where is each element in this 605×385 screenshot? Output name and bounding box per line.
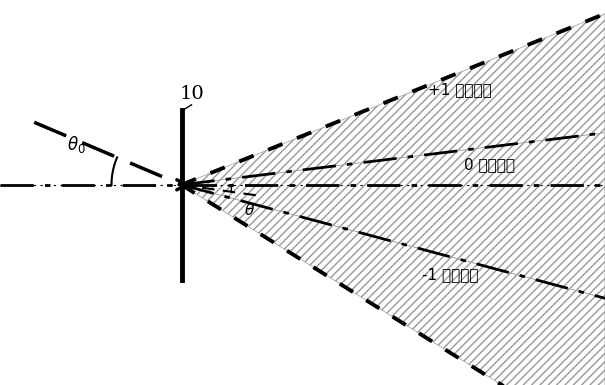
Polygon shape	[182, 14, 605, 185]
Text: $\theta_0$: $\theta_0$	[67, 134, 86, 155]
Text: 10: 10	[179, 85, 204, 103]
Text: 0 阶衍射区: 0 阶衍射区	[465, 157, 515, 172]
Text: +1 阶衍射区: +1 阶衍射区	[428, 82, 492, 97]
Text: $\theta$: $\theta$	[244, 202, 255, 218]
Polygon shape	[182, 133, 605, 298]
Text: -1 阶衍射区: -1 阶衍射区	[422, 267, 478, 282]
Polygon shape	[182, 185, 605, 385]
